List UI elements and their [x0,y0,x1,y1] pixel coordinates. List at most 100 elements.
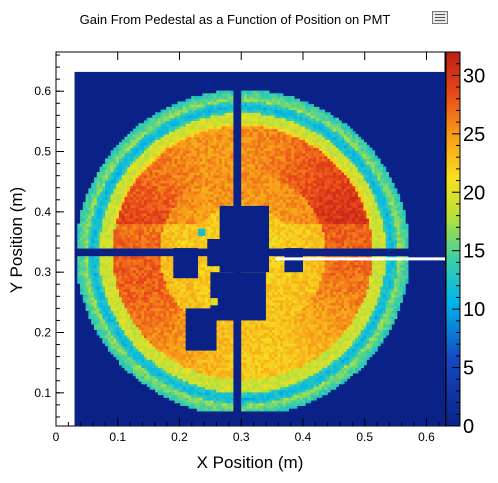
heatmap-cell [177,115,181,119]
heatmap-cell [199,123,203,127]
heatmap-cell [110,166,114,170]
heatmap-cell [177,239,181,244]
heatmap-cell [169,353,173,358]
heatmap-cell [202,134,206,138]
heatmap-cell [210,210,214,214]
heatmap-cell [163,294,167,298]
heatmap-cell [141,334,145,339]
heatmap-cell [182,169,187,173]
heatmap-cell [199,383,203,387]
heatmap-cell [157,177,162,181]
heatmap-cell [105,158,109,162]
heatmap-cell [160,277,164,282]
heatmap-cell [113,242,117,246]
heatmap-cell [132,359,137,363]
heatmap-cell [221,405,226,409]
heatmap-cell [149,280,153,284]
heatmap-cell [219,199,223,203]
heatmap-cell [166,334,170,339]
heatmap-cell [174,383,178,387]
heatmap-cell [182,158,187,162]
heatmap-cell [113,199,117,203]
heatmap-cell [199,215,203,219]
heatmap-cell [118,305,123,309]
heatmap-cell [105,329,109,333]
heatmap-cell [132,163,137,168]
heatmap-cell [205,370,209,374]
heatmap-cell [169,264,173,268]
heatmap-cell [132,201,137,206]
heatmap-cell [213,177,217,181]
heatmap-cell [205,166,209,170]
heatmap-cell [205,408,209,412]
heatmap-cell [160,169,164,173]
heatmap-cell [169,125,173,130]
heatmap-cell [177,199,181,203]
heatmap-cell [138,239,142,244]
heatmap-cell [110,161,114,165]
heatmap-cell [127,280,131,284]
heatmap-cell [174,210,178,214]
heatmap-cell [121,223,126,227]
heatmap-cell [180,120,184,124]
heatmap-cell [213,142,217,146]
heatmap-cell [182,106,187,111]
heatmap-cell [121,147,126,151]
heatmap-cell [196,123,201,127]
heatmap-cell [107,305,112,309]
heatmap-cell [194,226,198,230]
heatmap-cell [171,115,176,119]
heatmap-cell [143,144,148,149]
heatmap-cell [116,321,120,325]
heatmap-cell [216,324,220,328]
heatmap-cell [160,239,164,244]
heatmap-cell [132,177,137,181]
heatmap-cell [96,226,101,230]
heatmap-cell [85,299,89,303]
heatmap-cell [138,337,142,341]
heatmap-cell [177,112,181,116]
heatmap-cell [180,182,184,187]
heatmap-cell [169,364,173,368]
heatmap-cell [174,182,178,187]
heatmap-cell [121,153,126,157]
heatmap-cell [155,234,159,238]
heatmap-cell [138,307,142,311]
heatmap-cell [155,334,159,339]
heatmap-cell [210,237,214,241]
heatmap-cell [163,204,167,208]
heatmap-cell [132,142,137,146]
heatmap-cell [202,269,206,273]
heatmap-cell [88,239,92,244]
heatmap-cell [102,218,106,222]
heatmap-cell [138,158,142,162]
heatmap-cell [113,267,117,271]
heatmap-cell [219,321,223,325]
heatmap-cell [199,364,203,368]
canvas-menu-icon[interactable] [432,11,448,24]
heatmap-cell [149,258,153,263]
heatmap-cell [121,161,126,165]
heatmap-cell [155,169,159,173]
heatmap-cell [110,207,114,211]
heatmap-cell [149,364,153,368]
heatmap-cell [155,294,159,298]
heatmap-cell [130,191,134,195]
heatmap-cell [219,383,223,387]
heatmap-cell [191,210,195,214]
heatmap-cell [169,199,173,203]
heatmap-cell [191,147,195,151]
heatmap-cell [149,305,153,309]
heatmap-cell [146,329,151,333]
heatmap-cell [191,161,195,165]
heatmap-cell [160,378,164,382]
heatmap-cell [88,212,92,216]
heatmap-cell [174,332,178,336]
heatmap-cell [157,147,162,151]
heatmap-cell [196,193,201,197]
heatmap-cell [138,310,142,314]
heatmap-cell [182,115,187,119]
heatmap-cell [177,394,181,398]
heatmap-cell [224,343,228,347]
